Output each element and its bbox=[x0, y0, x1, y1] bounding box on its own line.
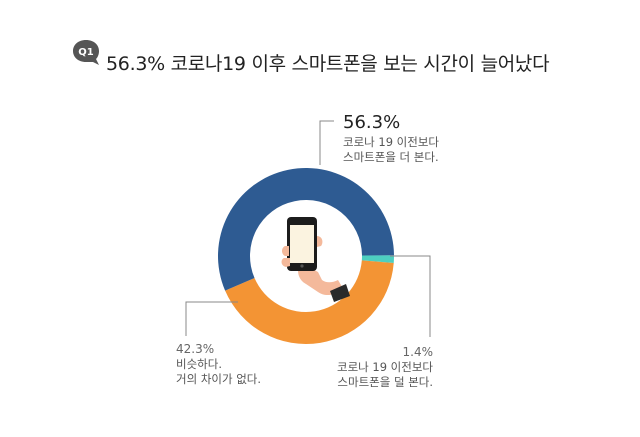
slice-same bbox=[225, 260, 394, 344]
slice-more bbox=[217, 167, 394, 291]
label-less-line1: 코로나 19 이전보다 bbox=[337, 360, 434, 374]
label-less: 1.4% 코로나 19 이전보다 스마트폰을 덜 본다. bbox=[337, 345, 433, 390]
donut-slices bbox=[217, 167, 394, 344]
leader-line-same bbox=[185, 301, 238, 336]
label-more: 56.3% 코로나 19 이전보다 스마트폰을 더 본다. bbox=[343, 113, 439, 165]
slice-less bbox=[361, 255, 394, 263]
label-same-line1: 비슷하다. bbox=[176, 357, 222, 371]
question-badge: Q1 bbox=[71, 38, 101, 66]
chart-title: 56.3% 코로나19 이후 스마트폰을 보는 시간이 늘어났다 bbox=[106, 53, 550, 75]
label-less-pct: 1.4% bbox=[402, 345, 434, 359]
label-more-line1: 코로나 19 이전보다 bbox=[343, 135, 440, 149]
label-same: 42.3% 비슷하다. 거의 차이가 없다. bbox=[176, 342, 261, 387]
label-less-line2: 스마트폰을 덜 본다. bbox=[337, 375, 434, 389]
label-same-pct: 42.3% bbox=[176, 342, 215, 356]
leader-lines bbox=[185, 120, 431, 337]
question-badge-text: Q1 bbox=[78, 47, 94, 58]
leader-line-more bbox=[319, 120, 334, 165]
label-same-line2: 거의 차이가 없다. bbox=[176, 372, 262, 386]
phone-in-hand-icon bbox=[281, 217, 350, 302]
leader-line-less bbox=[390, 255, 431, 337]
label-more-pct: 56.3% bbox=[343, 112, 401, 133]
label-more-line2: 스마트폰을 더 본다. bbox=[343, 150, 439, 164]
